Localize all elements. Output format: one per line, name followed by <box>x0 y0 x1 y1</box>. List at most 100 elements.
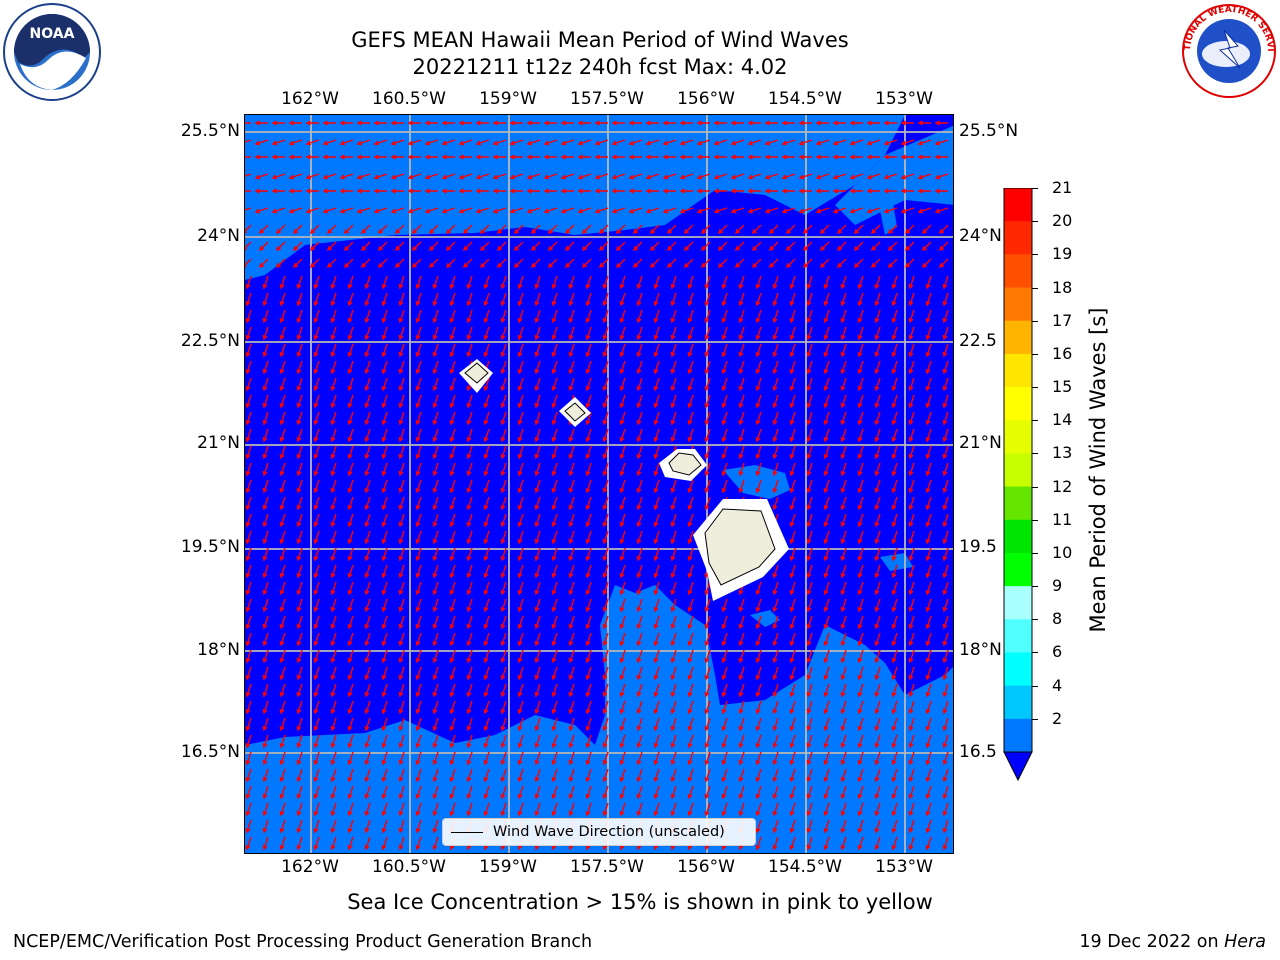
colorbar-tick-mark <box>1032 287 1038 289</box>
colorbar-tick-mark <box>1032 652 1038 654</box>
graticule <box>245 115 953 853</box>
colorbar-tick-mark <box>1032 188 1038 189</box>
colorbar-tick-label: 12 <box>1052 476 1073 496</box>
colorbar-tick-mark <box>1032 387 1038 389</box>
noaa-logo-text: NOAA <box>30 26 75 42</box>
colorbar-tick-mark <box>1032 486 1038 488</box>
colorbar-tick-mark <box>1032 519 1038 521</box>
colorbar-tick-label: 19 <box>1052 244 1073 264</box>
lat-tick-right: 21°N <box>959 433 1002 453</box>
colorbar-band <box>1004 353 1032 388</box>
footer-host: Hera <box>1224 932 1266 952</box>
colorbar-title: Mean Period of Wind Waves [s] <box>1086 307 1110 633</box>
lon-tick-bottom: 160.5°W <box>372 857 446 877</box>
colorbar-band <box>1004 486 1032 521</box>
lat-tick-right: 18°N <box>959 640 1002 660</box>
nws-logo: NATIONAL WEATHER SERVICE <box>1176 0 1278 100</box>
colorbar-tick-mark <box>1032 453 1038 455</box>
footer-right: 19 Dec 2022 on Hera <box>1079 932 1266 952</box>
colorbar-band <box>1004 453 1032 488</box>
footer-left: NCEP/EMC/Verification Post Processing Pr… <box>13 932 593 952</box>
colorbar-svg <box>1003 187 1033 782</box>
colorbar-band <box>1004 652 1032 687</box>
island-maui <box>668 452 702 476</box>
lat-tick-left: 16.5°N <box>180 742 240 762</box>
colorbar-tick-label: 18 <box>1052 277 1073 297</box>
colorbar-tick-label: 2 <box>1052 708 1063 728</box>
lat-tick-left: 25.5°N <box>180 121 240 141</box>
lat-tick-right: 19.5 <box>959 537 997 557</box>
colorbar-under-triangle <box>1003 751 1033 782</box>
lat-tick-right: 25.5°N <box>959 121 1019 141</box>
lat-tick-right: 22.5 <box>959 331 997 351</box>
map-legend: Wind Wave Direction (unscaled) <box>442 818 756 846</box>
colorbar-band <box>1004 420 1032 454</box>
colorbar-tick-mark <box>1032 420 1038 422</box>
colorbar-tick-label: 9 <box>1052 576 1063 596</box>
lat-tick-left: 22.5°N <box>180 331 240 351</box>
lon-tick-bottom: 157.5°W <box>570 857 644 877</box>
lon-tick-bottom: 154.5°W <box>768 857 842 877</box>
colorbar-band <box>1004 586 1032 620</box>
lon-tick-bottom: 156°W <box>677 857 735 877</box>
colorbar-tick-label: 17 <box>1052 310 1073 330</box>
colorbar-tick-label: 4 <box>1052 675 1063 695</box>
colorbar-band <box>1004 552 1032 587</box>
lon-tick-top: 153°W <box>875 89 933 109</box>
lon-tick-top: 162°W <box>281 89 339 109</box>
lon-tick-top: 157.5°W <box>570 89 644 109</box>
colorbar-tick-mark <box>1032 552 1038 554</box>
chart-title-line1: GEFS MEAN Hawaii Mean Period of Wind Wav… <box>351 28 849 52</box>
colorbar-tick-label: 14 <box>1052 410 1073 430</box>
colorbar-tick-mark <box>1032 718 1038 720</box>
colorbar-tick-label: 10 <box>1052 542 1073 562</box>
colorbar-band <box>1004 685 1032 720</box>
noaa-logo: NOAA <box>2 2 102 102</box>
colorbar-tick-mark <box>1032 685 1038 687</box>
island-big-island <box>704 508 776 586</box>
colorbar-tick-label: 6 <box>1052 642 1063 662</box>
colorbar-band <box>1004 619 1032 653</box>
island-kauai <box>464 362 489 384</box>
colorbar-tick-mark <box>1032 320 1038 322</box>
colorbar-tick-label: 21 <box>1052 178 1073 197</box>
map-panel <box>244 114 954 854</box>
colorbar-band <box>1004 320 1032 355</box>
legend-line-icon <box>451 831 483 833</box>
lat-tick-right: 24°N <box>959 226 1002 246</box>
colorbar-tick-label: 20 <box>1052 211 1073 231</box>
colorbar-tick-label: 11 <box>1052 509 1073 529</box>
colorbar-band <box>1004 287 1032 322</box>
colorbar-ticks: 21 20 19 18 17 16 15 14 13 12 11 10 9 8 6 4 2 <box>1032 0 1090 960</box>
colorbar <box>1000 187 1040 788</box>
islands <box>459 359 789 601</box>
lat-tick-left: 19.5°N <box>180 537 240 557</box>
colorbar-band <box>1004 519 1032 554</box>
lon-tick-top: 160.5°W <box>372 89 446 109</box>
lon-tick-top: 156°W <box>677 89 735 109</box>
colorbar-band <box>1004 221 1032 255</box>
lat-tick-left: 21°N <box>197 433 240 453</box>
sea-ice-caption: Sea Ice Concentration > 15% is shown in … <box>347 890 933 914</box>
colorbar-tick-label: 16 <box>1052 343 1073 363</box>
colorbar-tick-mark <box>1032 586 1038 588</box>
footer-date: 19 Dec 2022 on <box>1079 932 1225 952</box>
island-oahu <box>564 402 586 422</box>
lon-tick-top: 159°W <box>479 89 537 109</box>
colorbar-tick-mark <box>1032 221 1038 223</box>
lat-tick-left: 18°N <box>197 640 240 660</box>
lon-tick-bottom: 153°W <box>875 857 933 877</box>
map-svg <box>245 115 953 853</box>
legend-label: Wind Wave Direction (unscaled) <box>493 824 725 840</box>
colorbar-tick-mark <box>1032 619 1038 621</box>
colorbar-tick-label: 13 <box>1052 443 1073 463</box>
colorbar-tick-mark <box>1032 254 1038 256</box>
colorbar-band <box>1004 188 1032 222</box>
lat-tick-left: 24°N <box>197 226 240 246</box>
lon-tick-bottom: 159°W <box>479 857 537 877</box>
colorbar-band <box>1004 387 1032 421</box>
lon-tick-bottom: 162°W <box>281 857 339 877</box>
colorbar-band <box>1004 254 1032 289</box>
colorbar-tick-label: 15 <box>1052 377 1073 397</box>
colorbar-tick-mark <box>1032 353 1038 355</box>
